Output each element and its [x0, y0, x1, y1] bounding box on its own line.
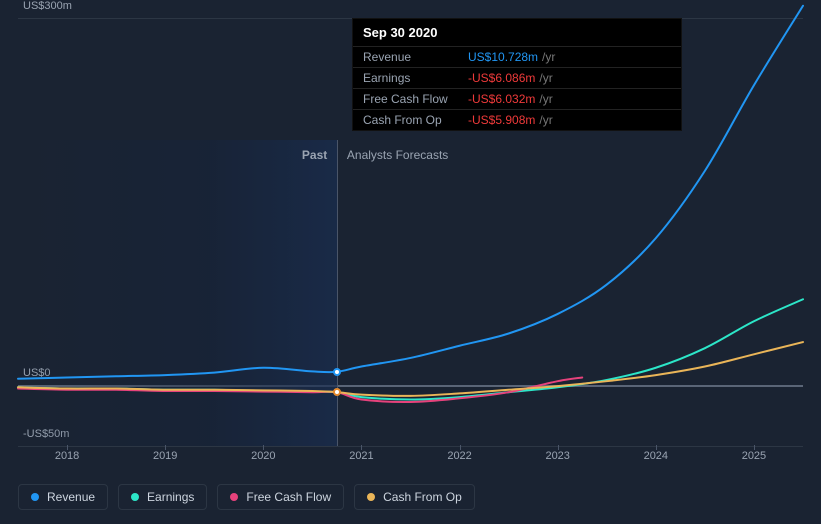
chart-legend: Revenue Earnings Free Cash Flow Cash From O…: [18, 484, 475, 510]
legend-label: Cash From Op: [383, 490, 462, 504]
tooltip-row-label: Revenue: [363, 50, 468, 64]
tooltip-row-label: Earnings: [363, 71, 468, 85]
active-point-marker: [333, 368, 341, 376]
tooltip-row-label: Cash From Op: [363, 113, 468, 127]
tooltip-row-value: -US$5.908m: [468, 113, 535, 127]
series-line-earnings: [18, 299, 803, 399]
x-axis-label: 2020: [251, 450, 275, 462]
x-axis: 2018 2019 2020 2021 2022 2023 2024 2025: [18, 450, 803, 470]
tooltip-row: Cash From Op-US$5.908m/yr: [353, 109, 681, 130]
legend-label: Free Cash Flow: [246, 490, 331, 504]
tooltip-date: Sep 30 2020: [353, 19, 681, 46]
legend-item-cfo[interactable]: Cash From Op: [354, 484, 475, 510]
tooltip-row-suffix: /yr: [539, 92, 552, 106]
tooltip-row-suffix: /yr: [542, 50, 555, 64]
y-axis-label: US$300m: [23, 0, 72, 12]
x-axis-label: 2024: [644, 450, 668, 462]
legend-item-earnings[interactable]: Earnings: [118, 484, 207, 510]
legend-label: Earnings: [147, 490, 194, 504]
legend-label: Revenue: [47, 490, 95, 504]
gridline: [18, 446, 803, 447]
tooltip-rows: RevenueUS$10.728m/yrEarnings-US$6.086m/y…: [353, 46, 681, 130]
financials-chart: US$300mUS$0-US$50mPastAnalysts Forecasts…: [0, 0, 821, 524]
tooltip-row: RevenueUS$10.728m/yr: [353, 46, 681, 67]
x-axis-label: 2025: [742, 450, 766, 462]
legend-swatch: [31, 493, 39, 501]
legend-swatch: [230, 493, 238, 501]
legend-swatch: [131, 493, 139, 501]
legend-swatch: [367, 493, 375, 501]
series-line-cfo: [18, 342, 803, 396]
tooltip-row: Earnings-US$6.086m/yr: [353, 67, 681, 88]
x-axis-label: 2019: [153, 450, 177, 462]
x-axis-label: 2022: [447, 450, 471, 462]
x-axis-label: 2023: [545, 450, 569, 462]
tooltip-row-value: US$10.728m: [468, 50, 538, 64]
legend-item-fcf[interactable]: Free Cash Flow: [217, 484, 344, 510]
active-point-marker: [333, 388, 341, 396]
tooltip-row-value: -US$6.032m: [468, 92, 535, 106]
tooltip-row-suffix: /yr: [539, 71, 552, 85]
tooltip-row: Free Cash Flow-US$6.032m/yr: [353, 88, 681, 109]
tooltip-row-value: -US$6.086m: [468, 71, 535, 85]
legend-item-revenue[interactable]: Revenue: [18, 484, 108, 510]
x-axis-label: 2021: [349, 450, 373, 462]
x-axis-label: 2018: [55, 450, 79, 462]
tooltip-row-label: Free Cash Flow: [363, 92, 468, 106]
chart-tooltip: Sep 30 2020 RevenueUS$10.728m/yrEarnings…: [352, 18, 682, 131]
tooltip-row-suffix: /yr: [539, 113, 552, 127]
